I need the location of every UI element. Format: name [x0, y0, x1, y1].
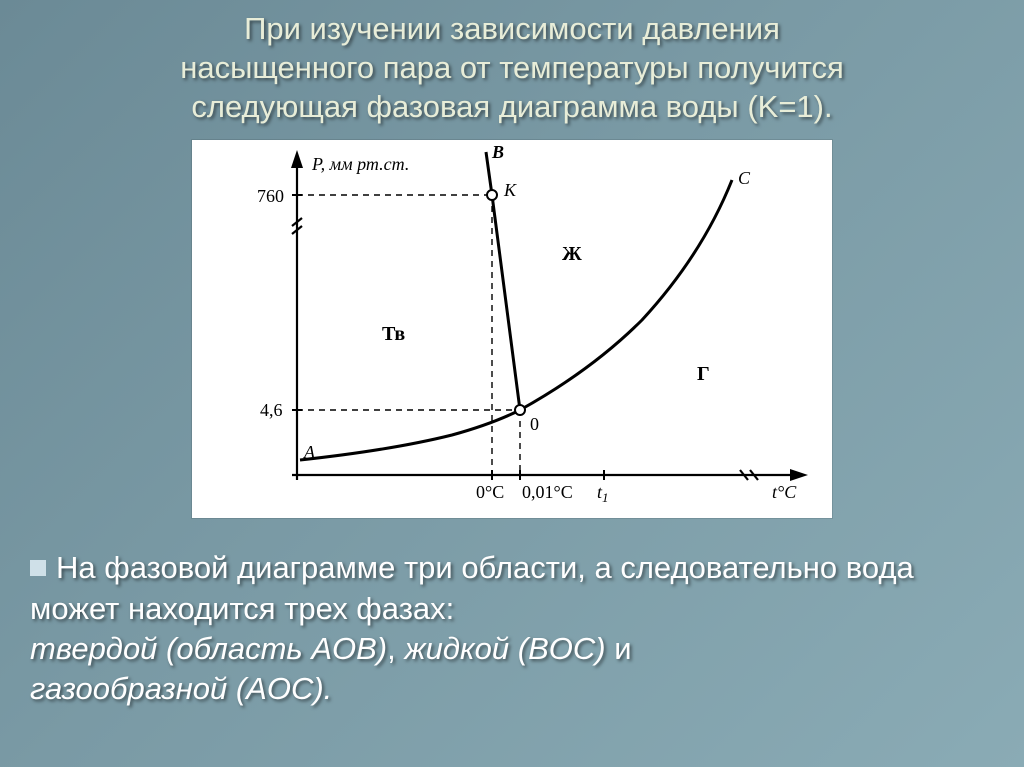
ytick-760: 760 [257, 186, 284, 206]
slide-title: При изучении зависимости давления насыще… [0, 0, 1024, 134]
slide-caption: На фазовой диаграмме три области, а след… [0, 518, 1024, 709]
bullet-icon [30, 560, 46, 576]
region-liquid: Ж [562, 243, 582, 265]
point-B: B [491, 142, 504, 162]
region-solid: Тв [382, 323, 405, 345]
region-gas: Г [697, 363, 710, 385]
caption-solid-paren: (область AOB) [157, 631, 387, 666]
point-C: C [738, 168, 751, 188]
title-line-1: При изучении зависимости давления [244, 11, 780, 46]
title-line-2: насыщенного пара от температуры получитс… [180, 50, 844, 85]
point-A: A [303, 442, 316, 462]
x-axis-label: t°C [772, 482, 797, 502]
caption-solid: твердой [30, 631, 157, 666]
xtick-0c: 0°C [476, 482, 504, 502]
svg-text:t1: t1 [597, 482, 609, 505]
caption-intro: На фазовой диаграмме три области, а след… [30, 550, 914, 625]
caption-liquid: жидкой (BOC) [404, 631, 605, 666]
caption-comma1: , [387, 631, 404, 666]
caption-gas: газообразной (AOC). [30, 671, 332, 706]
ytick-4-6: 4,6 [260, 400, 283, 420]
phase-diagram: P, мм рт.ст. 760 4,6 0°C 0,01°C t1 t°C A… [192, 140, 832, 518]
caption-and: и [606, 631, 632, 666]
xtick-001c: 0,01°C [522, 482, 573, 502]
y-axis-label: P, мм рт.ст. [311, 154, 409, 174]
point-O: 0 [530, 414, 539, 434]
point-K: K [503, 180, 517, 200]
title-line-3: следующая фазовая диаграмма воды (K=1). [191, 89, 832, 124]
